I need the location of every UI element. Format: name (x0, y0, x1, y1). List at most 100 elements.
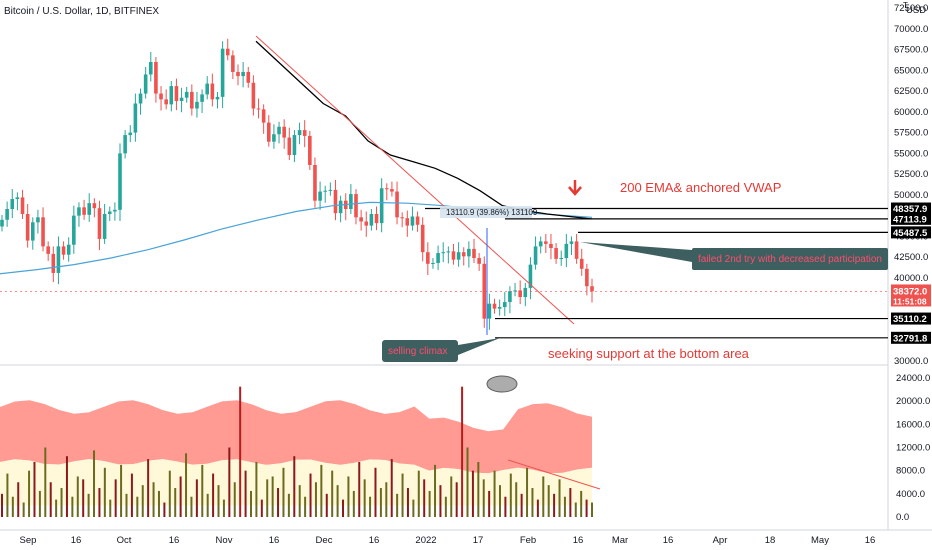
volume-bar (239, 386, 242, 517)
annotation-ema-vwap: 200 EMA& anchored VWAP (620, 180, 781, 195)
candle-body (195, 101, 199, 109)
volume-bar (515, 482, 518, 517)
candle-body (128, 132, 133, 136)
candle-body (241, 71, 245, 77)
volume-bar (536, 499, 539, 517)
candle-body (30, 222, 35, 241)
annotation-failed-try: failed 2nd try with decreased participat… (698, 254, 882, 265)
volume-bar (455, 482, 458, 517)
candle-body (92, 203, 97, 209)
symbol-title: Bitcoin / U.S. Dollar, 1D, BITFINEX (4, 6, 159, 17)
volume-bar (526, 467, 529, 517)
volume-bar (569, 488, 572, 517)
volume-bar (266, 479, 269, 517)
candle-body (169, 86, 174, 105)
candle-body (461, 252, 466, 257)
annotation-selling-climax: selling climax (388, 346, 447, 357)
volume-bar (434, 464, 437, 517)
volume-bar (390, 459, 393, 517)
volume-bar (482, 479, 485, 517)
volume-bar (287, 493, 290, 517)
volume-tick-label: 0.0 (896, 512, 909, 523)
volume-bar (152, 482, 155, 517)
volume-bar (71, 496, 74, 517)
candle-body (148, 61, 153, 75)
candle-body (405, 218, 410, 226)
candle-body (82, 207, 86, 215)
volume-bar (331, 470, 334, 517)
volume-bar (244, 470, 247, 517)
volume-bar (109, 499, 112, 517)
volume-bar (76, 476, 79, 517)
price-pane[interactable] (0, 38, 594, 330)
volume-bar (461, 386, 464, 517)
volume-bar (428, 490, 431, 517)
price-tick-label: 70000.0 (894, 24, 928, 35)
volume-bar (553, 493, 556, 517)
volume-tick-label: 16000.0 (896, 419, 930, 430)
price-axis[interactable]: 72500.0 70000.0 67500.0 65000.0 62500.0 60000… (894, 3, 928, 367)
candle-body (364, 221, 369, 226)
volume-bar (412, 499, 415, 517)
volume-bar (558, 479, 561, 517)
volume-bar (423, 479, 426, 517)
volume-bar (103, 467, 106, 517)
candle-body (205, 83, 210, 95)
volume-bar (401, 473, 404, 517)
time-tick-label: 16 (269, 535, 280, 546)
volume-bar (450, 476, 453, 517)
candle-body (287, 137, 292, 156)
volume-bar (49, 482, 52, 517)
volume-bar (65, 456, 68, 517)
volume-bar (547, 485, 550, 517)
candle-body (451, 251, 456, 260)
candle-body (154, 61, 158, 94)
candle-body (472, 248, 476, 259)
volume-tick-label: 8000.0 (896, 466, 925, 477)
price-level-tag (891, 202, 931, 215)
volume-bar (439, 485, 442, 517)
candle-body (102, 213, 107, 239)
candle-body (308, 135, 312, 165)
volume-bar (309, 473, 312, 517)
volume-bar (130, 473, 133, 517)
candle-body (20, 197, 25, 214)
candle-body (349, 194, 353, 210)
time-axis[interactable]: Sep 16 Oct 16 Nov 16 Dec 16 2022 17 Feb 16 Mar 16 Apr 1… (20, 535, 876, 546)
price-level-label: 32791.8 (893, 333, 927, 344)
candle-body (246, 71, 251, 83)
volume-bar (396, 493, 399, 517)
volume-bar (125, 493, 128, 517)
candle-body (354, 194, 358, 218)
volume-bar (38, 490, 41, 517)
candle-body (215, 96, 220, 100)
candle-body (174, 86, 179, 102)
volume-bar (222, 499, 225, 517)
candle-body (292, 135, 297, 156)
volume-bar (157, 490, 160, 517)
candle-body (66, 244, 71, 255)
volume-tick-label: 4000.0 (896, 489, 925, 500)
candle-body (390, 189, 394, 192)
candle-body (436, 253, 440, 263)
volume-axis[interactable]: 24000.0 20000.0 16000.0 12000.0 8000.0 4000.0… (896, 373, 930, 523)
currency-superscript: T (903, 1, 908, 10)
candle-body (369, 213, 374, 226)
volume-bar (179, 476, 182, 517)
candle-body (523, 287, 528, 298)
volume-tick-label: 24000.0 (896, 373, 930, 384)
candle-body (467, 248, 471, 257)
price-tick-label: 65000.0 (894, 65, 928, 76)
candle-body (384, 188, 389, 190)
volume-bar (342, 499, 345, 517)
volume-pane[interactable] (0, 386, 593, 517)
candle-body (400, 217, 404, 219)
candle-body (508, 291, 512, 303)
time-tick-label: 16 (169, 535, 180, 546)
candle-body (579, 258, 584, 269)
candle-body (318, 191, 322, 201)
candle-body (87, 203, 92, 215)
volume-bar (282, 467, 285, 517)
